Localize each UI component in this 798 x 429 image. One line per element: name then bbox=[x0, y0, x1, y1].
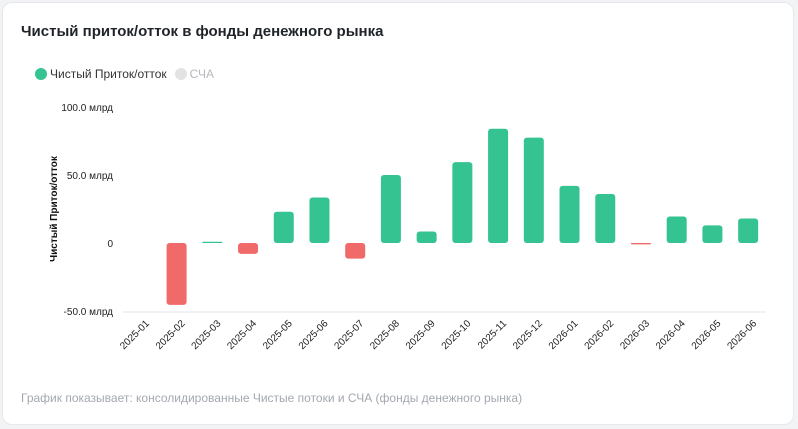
bar-2025-05 bbox=[273, 211, 294, 243]
x-tick-label: 2025-08 bbox=[368, 318, 402, 352]
x-tick-label: 2026-05 bbox=[690, 318, 724, 352]
chart-card: Чистый приток/отток в фонды денежного ры… bbox=[2, 2, 794, 425]
bar-2025-10 bbox=[452, 162, 473, 243]
x-tick-label: 2025-02 bbox=[154, 318, 188, 352]
x-tick-label: 2026-02 bbox=[583, 318, 617, 352]
chart-footnote: График показывает: консолидированные Чис… bbox=[21, 391, 523, 405]
x-tick-label: 2025-12 bbox=[511, 318, 545, 352]
bar-2025-12 bbox=[523, 137, 544, 243]
x-tick-label: 2026-06 bbox=[725, 318, 759, 352]
bar-2025-09 bbox=[416, 231, 437, 243]
x-tick-label: 2025-07 bbox=[333, 318, 367, 352]
legend-item-nav[interactable]: СЧА bbox=[174, 67, 214, 81]
bar-2026-05 bbox=[702, 225, 723, 243]
bar-2026-04 bbox=[666, 216, 687, 243]
bar-2026-01 bbox=[559, 185, 580, 243]
x-tick-label: 2025-09 bbox=[404, 318, 438, 352]
chart-legend: Чистый Приток/отток СЧА bbox=[35, 67, 222, 81]
x-tick-label: 2026-03 bbox=[618, 318, 652, 352]
y-axis-title: Чистый Приток/отток bbox=[49, 155, 60, 262]
x-tick-label: 2025-06 bbox=[297, 318, 331, 352]
y-tick-label: 100.0 млрд bbox=[61, 103, 113, 114]
x-tick-label: 2025-10 bbox=[440, 318, 474, 352]
bar-2025-02 bbox=[166, 243, 187, 305]
x-tick-label: 2025-05 bbox=[261, 318, 295, 352]
bar-2025-11 bbox=[488, 128, 509, 243]
legend-item-net-flow[interactable]: Чистый Приток/отток bbox=[35, 67, 167, 81]
bar-2025-07 bbox=[345, 243, 366, 259]
bar-chart: 100.0 млрд 50.0 млрд 0 -50.0 млрд Чистый При… bbox=[49, 103, 766, 352]
bar-2025-06 bbox=[309, 197, 330, 243]
legend-label-nav: СЧА bbox=[189, 67, 214, 81]
legend-label-net-flow: Чистый Приток/отток bbox=[50, 67, 167, 81]
bar-2026-06 bbox=[738, 218, 759, 243]
x-tick-label: 2026-01 bbox=[547, 318, 581, 352]
legend-swatch-net-flow bbox=[35, 68, 47, 80]
chart-title: Чистый приток/отток в фонды денежного ры… bbox=[21, 23, 384, 40]
x-tick-label: 2025-04 bbox=[225, 318, 259, 352]
x-tick-label: 2025-01 bbox=[118, 318, 152, 352]
bar-2026-02 bbox=[595, 194, 616, 243]
legend-swatch-nav bbox=[174, 68, 187, 80]
y-tick-label: -50.0 млрд bbox=[64, 307, 114, 318]
y-tick-label: 0 bbox=[107, 239, 113, 250]
bar-2025-04 bbox=[238, 243, 259, 254]
x-tick-label: 2026-04 bbox=[654, 318, 688, 352]
x-tick-label: 2025-11 bbox=[476, 318, 510, 352]
y-tick-label: 50.0 млрд bbox=[67, 171, 113, 182]
bar-2025-08 bbox=[380, 175, 401, 243]
x-tick-label: 2025-03 bbox=[190, 318, 224, 352]
bar-2025-03 bbox=[202, 241, 223, 243]
bar-2026-03 bbox=[630, 243, 651, 245]
